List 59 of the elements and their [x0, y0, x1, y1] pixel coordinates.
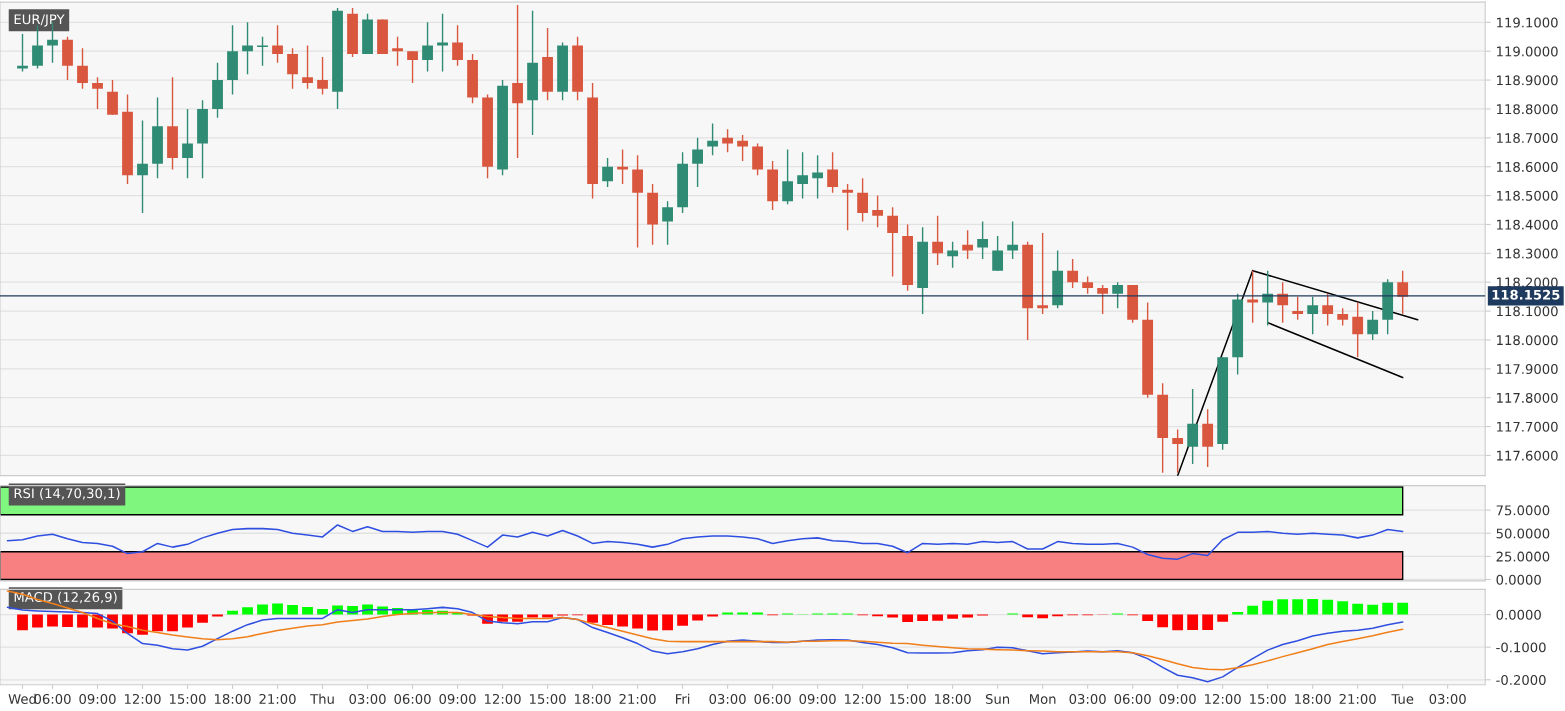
y-tick-label: 118.1000: [1497, 306, 1558, 317]
x-tick-label: 09:00: [799, 693, 836, 704]
y-tick-label: 117.9000: [1497, 364, 1558, 375]
x-tick-label: 03:00: [349, 693, 386, 704]
y-tick-label: 50.0000: [1496, 528, 1550, 539]
y-tick-label: 75.0000: [1496, 505, 1550, 516]
ref-line-label: 118.1525: [1492, 289, 1560, 300]
x-tick-label: 06:00: [1114, 693, 1151, 704]
text: EUR/JPY: [14, 14, 65, 27]
x-tick-label: 15:00: [169, 693, 206, 704]
y-tick-label: 118.5000: [1497, 190, 1558, 201]
x-tick-label: 12:00: [485, 693, 521, 704]
y-tick-label: 118.2000: [1497, 277, 1558, 288]
chart-title: RSI (14,70,30,1): [14, 488, 120, 500]
y-tick-label: 118.0000: [1497, 335, 1558, 346]
x-tick-label: 18:00: [935, 693, 971, 704]
x-tick-label: 21:00: [619, 693, 656, 704]
y-tick-label: 118.3000: [1497, 248, 1558, 259]
y-tick-label: 118.7000: [1497, 133, 1558, 144]
x-tick-label: 18:00: [575, 693, 611, 704]
y-tick-label: 117.6000: [1497, 450, 1558, 461]
x-tick-label: 21:00: [1339, 693, 1376, 704]
x-tick-label: 15:00: [890, 693, 926, 704]
x-tick-label: 09:00: [79, 693, 116, 704]
x-tick-label: Sun: [985, 693, 1010, 704]
y-tick-label: 119.0000: [1497, 46, 1558, 57]
x-tick-label: 18:00: [214, 693, 251, 704]
y-tick-label: 118.9000: [1497, 75, 1558, 86]
x-tick-label: 09:00: [439, 693, 476, 704]
y-tick-label: 118.6000: [1497, 161, 1558, 172]
x-tick-label: 03:00: [1069, 693, 1106, 704]
y-tick-label: 117.8000: [1497, 392, 1558, 403]
x-tick-label: 12:00: [1205, 693, 1241, 704]
x-tick-label: Fri: [676, 693, 690, 704]
y-tick-label: -0.1000: [1496, 642, 1546, 653]
y-tick-label: 119.1000: [1497, 17, 1558, 28]
x-tick-label: Tue: [1391, 694, 1414, 704]
x-tick-label: 03:00: [709, 693, 746, 704]
y-tick-label: 117.7000: [1497, 421, 1558, 432]
x-tick-label: 06:00: [394, 693, 431, 704]
x-tick-label: Mon: [1030, 694, 1056, 704]
x-tick-label: 18:00: [1295, 693, 1331, 704]
y-tick-label: 118.4000: [1497, 219, 1558, 230]
y-tick-label: 0.0000: [1496, 609, 1541, 620]
x-tick-label: Wed: [8, 693, 36, 704]
y-tick-label: -0.2000: [1496, 675, 1546, 685]
x-tick-label: Thu: [310, 693, 334, 704]
x-tick-label: 12:00: [845, 693, 881, 704]
y-tick-label: 25.0000: [1496, 551, 1550, 562]
y-tick-label: 118.8000: [1497, 104, 1558, 115]
x-tick-label: 21:00: [259, 693, 296, 704]
x-tick-label: 03:00: [1429, 693, 1466, 704]
x-tick-label: 12:00: [124, 693, 161, 704]
x-tick-label: 15:00: [530, 693, 566, 704]
x-tick-label: 15:00: [1250, 693, 1286, 704]
x-tick-label: 09:00: [1159, 693, 1196, 704]
x-tick-label: 06:00: [34, 693, 71, 704]
x-tick-label: 06:00: [754, 693, 791, 704]
y-tick-label: 0.0000: [1496, 574, 1541, 585]
